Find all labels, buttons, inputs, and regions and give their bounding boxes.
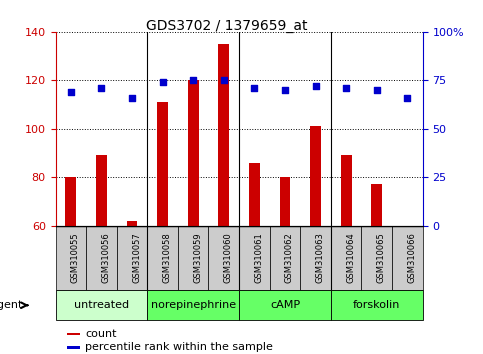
Bar [96,155,107,225]
Point [342,85,350,91]
Bar [331,290,423,320]
Bar [147,290,239,320]
Text: GSM310059: GSM310059 [193,233,202,283]
Bar [209,225,239,290]
Bar [56,225,86,290]
Bar [86,225,117,290]
Bar [270,225,300,290]
Bar [341,155,352,225]
Bar [117,225,147,290]
Text: norepinephrine: norepinephrine [151,300,236,310]
Text: cAMP: cAMP [270,300,300,310]
Text: count: count [85,329,116,339]
Point [251,85,258,91]
Bar [280,177,290,225]
Bar [66,177,76,225]
Text: percentile rank within the sample: percentile rank within the sample [85,342,273,353]
Bar [67,346,80,349]
Bar [300,225,331,290]
Text: untreated: untreated [74,300,129,310]
Bar [147,225,178,290]
Text: GSM310062: GSM310062 [285,233,294,283]
Bar [361,225,392,290]
Point [67,89,75,95]
Bar [331,225,361,290]
Text: forskolin: forskolin [353,300,400,310]
Point [281,87,289,93]
Point [189,78,197,83]
Bar [67,333,80,335]
Point [220,78,227,83]
Text: GSM310063: GSM310063 [315,233,325,283]
Bar [239,290,331,320]
Point [159,79,167,85]
Bar [392,225,423,290]
Text: GSM310055: GSM310055 [71,233,80,283]
Bar [56,290,147,320]
Text: GSM310065: GSM310065 [377,233,386,283]
Bar [249,162,260,225]
Text: GSM310066: GSM310066 [407,233,416,283]
Bar [178,225,209,290]
Point [128,95,136,101]
Text: GSM310058: GSM310058 [163,233,171,283]
Point [98,85,105,91]
Bar [188,80,199,225]
Bar [310,126,321,225]
Text: GSM310056: GSM310056 [101,233,111,283]
Text: GSM310064: GSM310064 [346,233,355,283]
Text: GSM310057: GSM310057 [132,233,141,283]
Text: GSM310060: GSM310060 [224,233,233,283]
Text: GDS3702 / 1379659_at: GDS3702 / 1379659_at [146,19,308,34]
Bar [371,184,382,225]
Bar [239,225,270,290]
Text: GSM310061: GSM310061 [255,233,263,283]
Point [373,87,381,93]
Bar [127,221,137,225]
Text: agent: agent [0,300,23,310]
Bar [218,44,229,225]
Point [403,95,411,101]
Bar [157,102,168,225]
Point [312,83,319,89]
